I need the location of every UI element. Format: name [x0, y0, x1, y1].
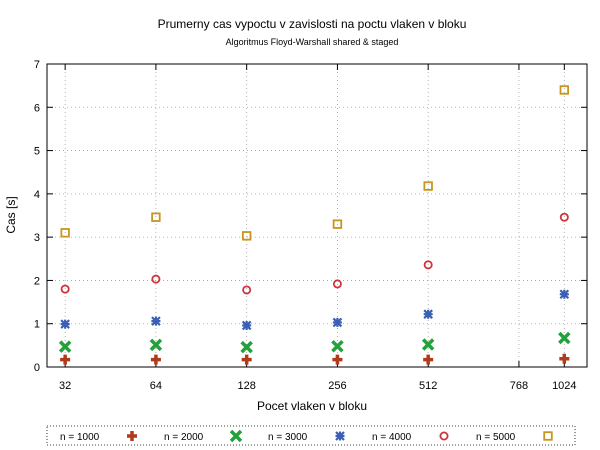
legend-label: n = 3000	[268, 432, 308, 443]
data-point	[151, 212, 161, 222]
data-point	[423, 181, 433, 191]
x-tick-label: 1024	[552, 380, 576, 392]
data-point	[241, 231, 252, 241]
data-point	[58, 340, 72, 353]
data-point	[60, 354, 71, 365]
legend-label: n = 5000	[476, 432, 516, 443]
data-point	[60, 228, 70, 238]
data-point	[60, 284, 70, 294]
data-point	[241, 354, 252, 365]
data-point	[151, 274, 161, 284]
y-tick-label: 3	[34, 232, 40, 244]
y-axis-label: Cas [s]	[4, 196, 18, 233]
x-tick-label: 128	[237, 380, 255, 392]
chart-subtitle: Algoritmus Floyd-Warshall shared & stage…	[226, 37, 399, 47]
data-point	[421, 338, 435, 351]
data-point	[60, 319, 70, 329]
legend-label: n = 4000	[372, 432, 412, 443]
data-point	[332, 279, 342, 289]
legend-marker	[127, 431, 137, 441]
data-point	[423, 354, 434, 365]
plot-frame	[46, 63, 588, 368]
data-point	[241, 320, 252, 331]
data-point	[559, 212, 569, 222]
data-point	[150, 354, 161, 365]
legend-label: n = 1000	[60, 432, 100, 443]
y-tick-label: 7	[34, 59, 40, 71]
data-point	[559, 289, 570, 300]
data-point	[332, 219, 343, 229]
legend-marker	[229, 429, 243, 443]
legend-marker	[439, 431, 449, 441]
legend-box	[46, 425, 576, 446]
axis-layer: 0 1 2 3 4 5 6 7 32 64 128 256 512 768 1024	[34, 59, 588, 392]
data-point	[332, 354, 343, 365]
legend: n = 1000 n = 2000 n = 3000 n = 4000 n = 5000	[46, 425, 576, 446]
legend-label: n = 2000	[164, 432, 204, 443]
data-point	[423, 309, 433, 319]
marks-layer	[58, 85, 571, 365]
data-point	[423, 260, 433, 270]
x-tick-label: 32	[59, 380, 71, 392]
legend-marker	[335, 431, 345, 441]
y-tick-label: 5	[34, 146, 40, 158]
y-tick-label: 6	[34, 102, 40, 114]
x-tick-label: 256	[328, 380, 346, 392]
x-tick-label: 768	[510, 380, 528, 392]
data-point	[332, 317, 343, 328]
grid-layer	[47, 64, 587, 367]
data-point	[559, 85, 570, 95]
x-tick-label: 64	[150, 380, 162, 392]
data-point	[558, 331, 571, 345]
data-point	[331, 339, 344, 353]
y-tick-label: 4	[34, 189, 40, 201]
y-tick-label: 0	[34, 362, 40, 374]
x-axis-label: Pocet vlaken v bloku	[257, 399, 367, 413]
data-point	[240, 340, 253, 354]
data-point	[149, 338, 163, 352]
data-point	[559, 353, 570, 364]
data-point	[151, 316, 161, 326]
x-tick-label: 512	[419, 380, 437, 392]
data-point	[242, 285, 252, 295]
legend-marker	[543, 431, 553, 441]
chart-title: Prumerny cas vypoctu v zavislosti na poc…	[158, 17, 467, 31]
y-tick-label: 2	[34, 275, 40, 287]
y-tick-label: 1	[34, 319, 40, 331]
